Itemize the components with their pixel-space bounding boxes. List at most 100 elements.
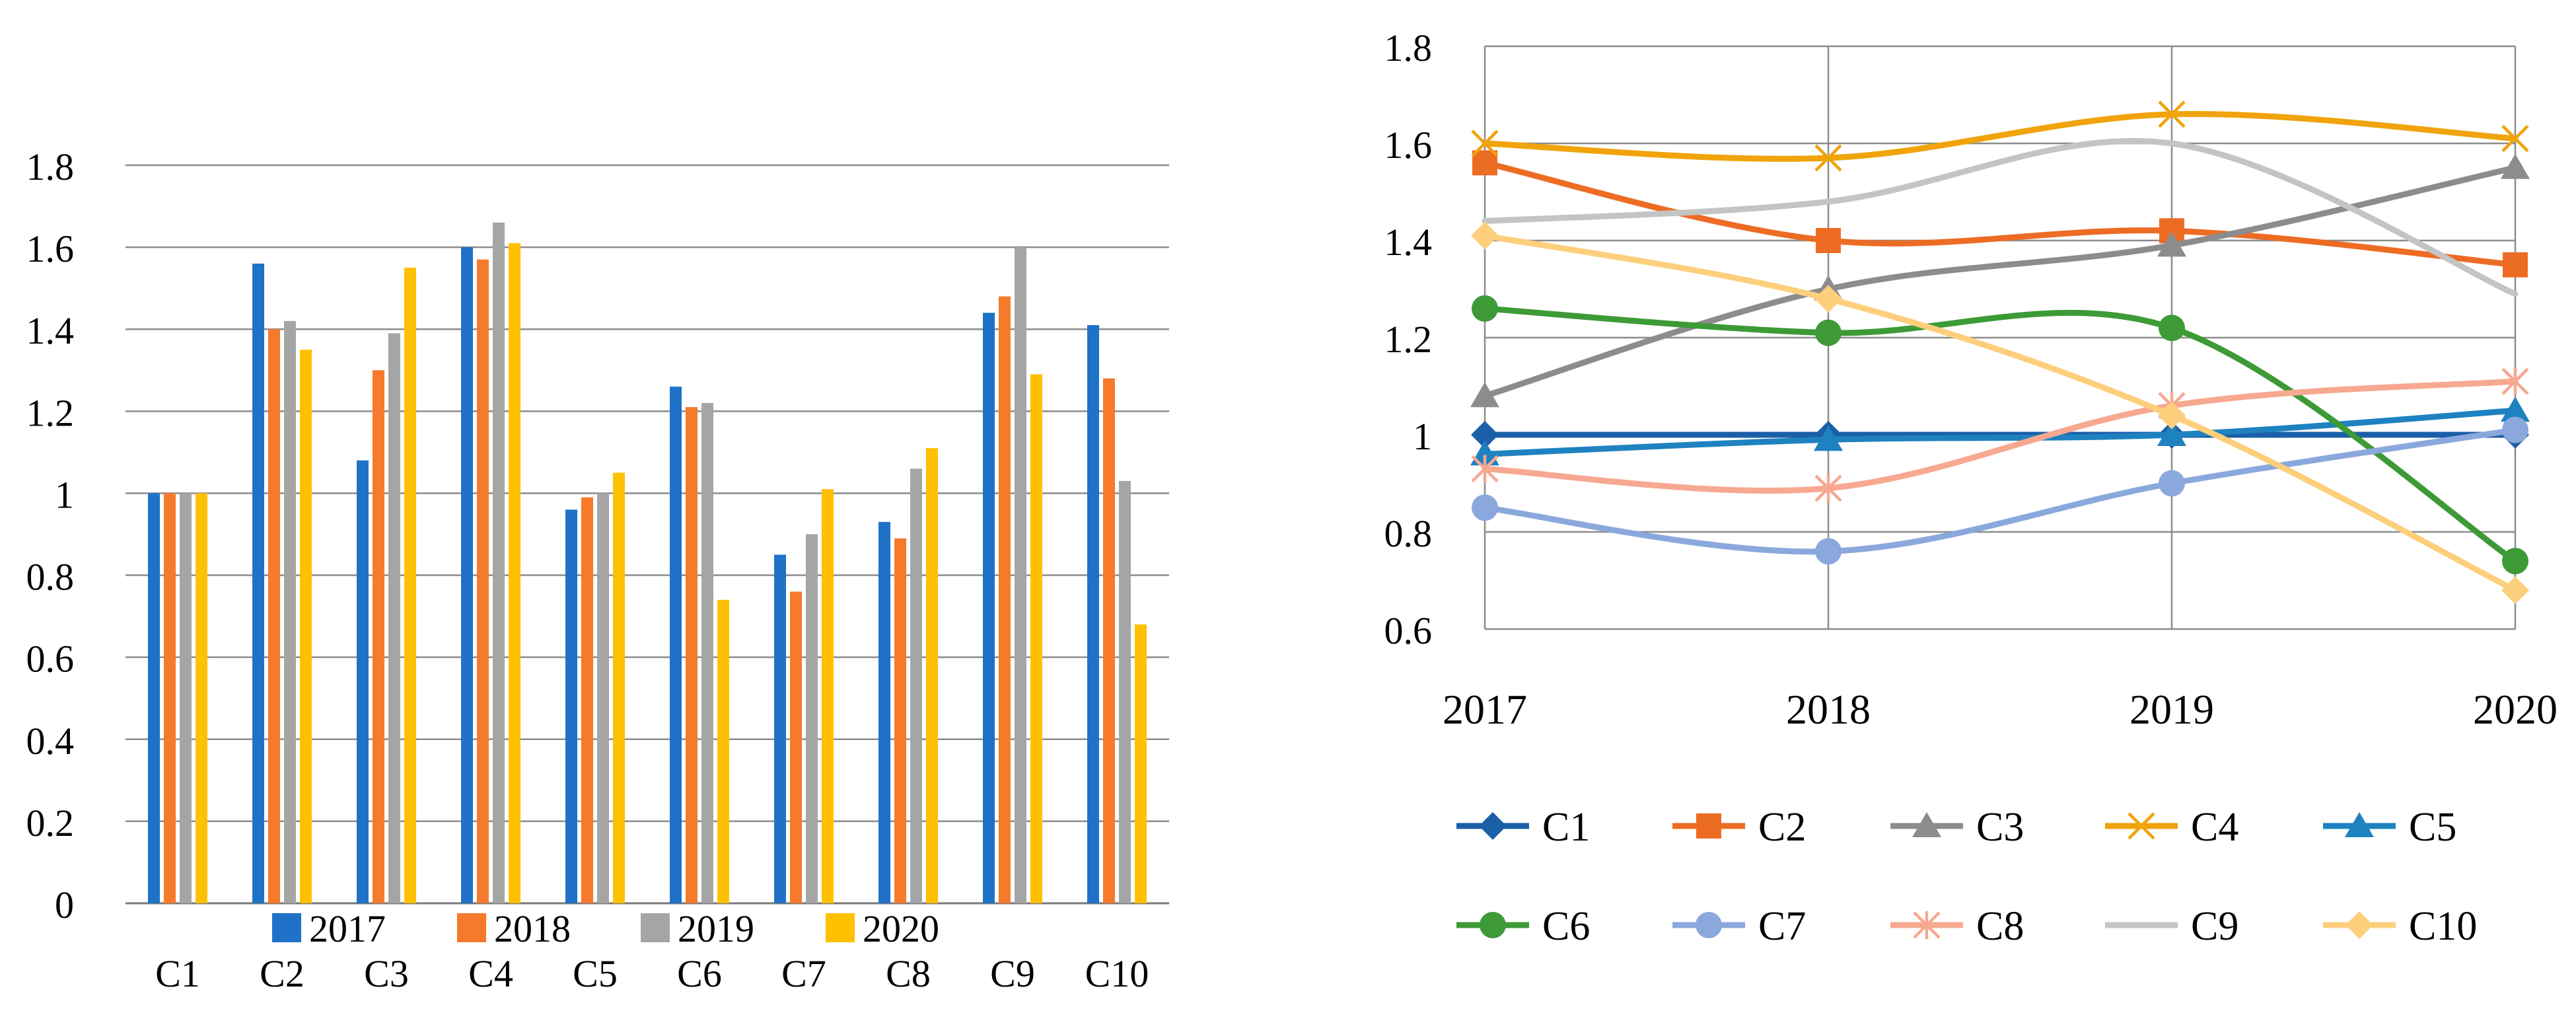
legend-label: 2018 [494, 907, 571, 950]
y-tick-label: 0 [55, 883, 74, 926]
legend-marker-C4 [2128, 812, 2155, 840]
point-C1-2017 [1471, 421, 1499, 449]
x-tick-label: C10 [1085, 952, 1149, 995]
legend-label: C3 [1976, 805, 2024, 850]
legend-swatch-2017 [272, 913, 301, 942]
bar-2017-C2 [252, 263, 264, 903]
bar-2020-C8 [926, 448, 938, 903]
bar-2020-C3 [404, 268, 416, 903]
point-C2-2017 [1472, 150, 1497, 176]
y-tick-label: 1.4 [1384, 221, 1433, 264]
bar-2018-C1 [164, 493, 176, 903]
bar-chart: 0 0.2 0.4 0.6 0.8 1 1.2 1.4 1.6 1.8 C1 C2 C3 C4 C5 C6 C7… [26, 145, 1169, 995]
y-tick-label: 0.4 [26, 720, 75, 763]
bar-2019-C8 [910, 468, 922, 903]
x-tick-label: 2018 [1786, 686, 1871, 733]
bar-2020-C9 [1030, 374, 1042, 903]
x-tick-label: C5 [573, 952, 618, 995]
bar-2019-C10 [1119, 480, 1131, 903]
legend-label: C1 [1542, 805, 1590, 850]
point-C6-2018 [1815, 319, 1842, 346]
line-chart: 0.6 0.8 1 1.2 1.4 1.6 1.8 2017 2018 2019 2020 C1 C2 C… [1384, 26, 2558, 949]
legend-marker-C7 [1696, 912, 1722, 938]
y-tick-label: 1.8 [1384, 26, 1433, 69]
point-C2-2018 [1816, 228, 1841, 253]
point-C4-2018 [1814, 144, 1842, 172]
point-C3-2017 [1470, 382, 1499, 408]
legend-label: C9 [2191, 904, 2238, 949]
legend-label: 2019 [678, 907, 754, 950]
bar-2018-C2 [268, 329, 280, 903]
y-tick-label: 1.6 [1384, 124, 1433, 167]
bar-2019-C7 [806, 534, 818, 903]
bar-2020-C1 [196, 493, 207, 903]
bar-2020-C7 [822, 489, 834, 903]
bar-2020-C4 [509, 243, 520, 904]
series-line-C2 [1482, 159, 2519, 268]
series-line-C5 [1482, 407, 2519, 457]
point-C3-2020 [2501, 153, 2530, 179]
point-C6-2017 [1472, 295, 1498, 322]
y-tick-label: 0.8 [26, 556, 75, 599]
series-line-C10 [1482, 233, 2519, 593]
bar-2018-C4 [477, 259, 489, 903]
point-C5-2018 [1814, 426, 1843, 451]
x-tick-label: C7 [781, 952, 826, 995]
y-tick-label: 0.6 [26, 638, 75, 681]
bar-2019-C3 [388, 333, 400, 904]
bar-2018-C3 [373, 370, 384, 903]
y-tick-label: 1.4 [26, 309, 75, 352]
y-tick-label: 1.2 [1384, 318, 1433, 361]
point-C10-2019 [2158, 401, 2186, 430]
bar-2020-C6 [717, 599, 729, 903]
x-tick-label: C8 [886, 952, 931, 995]
series-line-C7 [1482, 427, 2519, 555]
y-tick-label: 1 [1413, 415, 1432, 458]
point-C4-2019 [2158, 100, 2186, 128]
bar-2018-C5 [581, 497, 593, 903]
legend-label: 2017 [309, 907, 386, 950]
legend-label: C8 [1976, 904, 2024, 949]
point-C5-2019 [2157, 421, 2186, 446]
legend-swatch-2018 [457, 913, 486, 942]
legend-label: C5 [2409, 805, 2456, 850]
series-line-C8 [1482, 378, 2519, 494]
bar-2020-C10 [1135, 624, 1147, 903]
legend-label: C2 [1758, 805, 1806, 850]
series-line-C3 [1482, 165, 2519, 399]
legend-swatch-2020 [826, 913, 855, 942]
y-tick-label: 0.6 [1384, 609, 1433, 652]
point-C5-2017 [1470, 440, 1499, 466]
legend-label: C4 [2191, 805, 2238, 850]
x-tick-label: 2019 [2129, 686, 2214, 733]
bar-2019-C1 [180, 493, 192, 903]
y-tick-label: 1.6 [26, 227, 75, 270]
point-C10-2020 [2501, 576, 2529, 605]
legend-marker-C10 [2345, 911, 2373, 939]
bar-2018-C6 [686, 407, 698, 903]
y-tick-label: 1.2 [26, 391, 75, 434]
point-C8-2017 [1471, 455, 1499, 483]
bar-2019-C5 [597, 493, 609, 903]
bar-2019-C9 [1015, 247, 1026, 904]
legend-marker-C6 [1480, 912, 1506, 938]
point-C2-2020 [2503, 252, 2528, 278]
bar-2018-C10 [1103, 378, 1115, 903]
point-C4-2017 [1471, 130, 1499, 157]
point-C7-2020 [2502, 416, 2528, 443]
series-line-C9 [1482, 137, 2519, 297]
x-tick-label: 2020 [2473, 686, 2558, 733]
bar-2018-C9 [999, 296, 1011, 904]
x-tick-label: C3 [364, 952, 409, 995]
bar-2018-C8 [894, 538, 906, 903]
bar-2017-C1 [148, 493, 160, 903]
x-tick-label: C2 [260, 952, 304, 995]
legend-label: C7 [1758, 904, 1806, 949]
bar-2020-C5 [613, 472, 625, 903]
y-tick-label: 0.8 [1384, 512, 1433, 555]
bar-2017-C5 [565, 509, 577, 903]
legend-label: C6 [1542, 904, 1590, 949]
point-C10-2018 [1814, 285, 1842, 313]
x-tick-label: C9 [990, 952, 1035, 995]
